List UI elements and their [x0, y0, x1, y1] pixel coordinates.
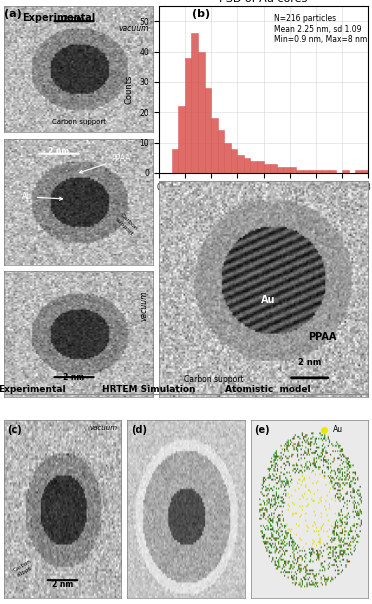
Text: (d): (d)	[131, 425, 147, 435]
Y-axis label: Counts: Counts	[125, 75, 134, 104]
Text: Carbon support: Carbon support	[52, 119, 106, 124]
Bar	[270, 164, 277, 173]
Text: 2 nm: 2 nm	[298, 358, 321, 367]
Bar	[310, 170, 316, 173]
Bar	[342, 170, 349, 173]
Bar	[179, 106, 185, 173]
Text: Au: Au	[22, 192, 62, 201]
Text: (c): (c)	[7, 425, 22, 435]
Bar	[211, 118, 218, 173]
Text: 2 nm: 2 nm	[48, 147, 70, 156]
Text: Experimental: Experimental	[0, 385, 65, 394]
Text: HRTEM Simulation: HRTEM Simulation	[102, 385, 196, 394]
Bar	[205, 88, 211, 173]
Bar	[362, 170, 368, 173]
Text: vacuum: vacuum	[140, 290, 149, 321]
Text: vacuum: vacuum	[90, 425, 118, 431]
Bar	[323, 170, 329, 173]
Bar	[296, 170, 303, 173]
Title: PSD of Au cores: PSD of Au cores	[219, 0, 308, 4]
Bar	[244, 158, 250, 173]
Text: Atomistic  model: Atomistic model	[225, 385, 311, 394]
Bar	[303, 170, 310, 173]
Bar	[237, 155, 244, 173]
Text: Au: Au	[333, 425, 343, 434]
Text: (e): (e)	[254, 425, 270, 435]
Text: (b): (b)	[192, 9, 210, 19]
Text: Carbon
support: Carbon support	[114, 212, 139, 237]
Text: 2 nm: 2 nm	[64, 15, 85, 24]
Text: N=216 particles
Mean 2.25 nm, sd 1.09
Min=0.9 nm, Max=8 nm: N=216 particles Mean 2.25 nm, sd 1.09 Mi…	[274, 14, 367, 44]
Text: PPAA: PPAA	[308, 332, 336, 342]
Bar	[250, 161, 257, 173]
Bar	[192, 33, 198, 173]
Bar	[283, 167, 290, 173]
Bar	[172, 149, 179, 173]
Bar	[290, 167, 296, 173]
Text: Carbon support: Carbon support	[184, 375, 244, 384]
Text: Au: Au	[260, 295, 275, 305]
Bar	[355, 170, 362, 173]
Text: vacuum: vacuum	[118, 24, 149, 33]
Bar	[277, 167, 283, 173]
X-axis label: Particle diameter (nm): Particle diameter (nm)	[216, 197, 311, 206]
Text: PPAA: PPAA	[79, 154, 131, 173]
Bar	[257, 161, 263, 173]
Bar	[231, 149, 237, 173]
Bar	[263, 164, 270, 173]
Bar	[316, 170, 323, 173]
Bar	[329, 170, 336, 173]
Text: 2 nm: 2 nm	[52, 580, 73, 589]
Bar	[218, 130, 224, 173]
Bar	[198, 51, 205, 173]
Text: Carbon
suppo: Carbon suppo	[13, 559, 36, 578]
Text: Experimental: Experimental	[22, 13, 96, 24]
Text: (a): (a)	[4, 9, 22, 19]
Text: 2 nm: 2 nm	[64, 373, 85, 382]
Bar	[224, 143, 231, 173]
Bar	[185, 57, 192, 173]
